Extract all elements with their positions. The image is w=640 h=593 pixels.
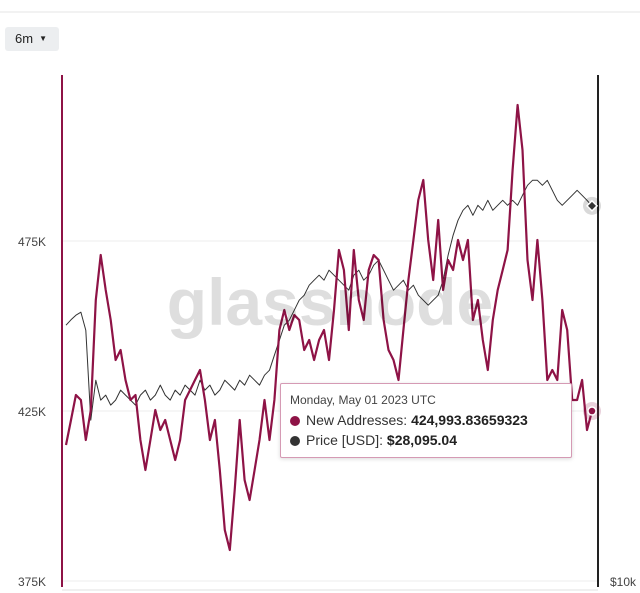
y-tick-label: 425K	[18, 405, 46, 419]
tooltip-row: Price [USD]: $28,095.04	[290, 430, 562, 450]
series-line	[65, 179, 593, 421]
tooltip-value: 424,993.83659323	[411, 412, 528, 428]
hover-point	[587, 406, 597, 416]
caret[interactable]: ▼	[39, 34, 47, 43]
hover-point	[585, 199, 599, 212]
watermark: glassnode	[167, 265, 493, 339]
tooltip-label: New Addresses:	[306, 412, 408, 428]
tooltip-date: Monday, May 01 2023 UTC	[290, 393, 436, 407]
tooltip-dot	[290, 436, 300, 446]
tooltip-dot	[290, 416, 300, 426]
tooltip-row: New Addresses: 424,993.83659323	[290, 410, 562, 430]
tooltip-label: Price [USD]:	[306, 432, 384, 448]
range-label[interactable]: 6m	[15, 31, 34, 46]
range-button[interactable]: 6m ▼	[5, 27, 59, 51]
tooltip: Monday, May 01 2023 UTC New Addresses: 4…	[280, 383, 572, 458]
series-line	[64, 103, 594, 552]
y-tick-label: 475K	[18, 235, 46, 249]
tooltip-value: $28,095.04	[386, 432, 457, 448]
y2-tick-label: $10k	[610, 575, 637, 589]
y-tick-label: 375K	[18, 575, 46, 589]
